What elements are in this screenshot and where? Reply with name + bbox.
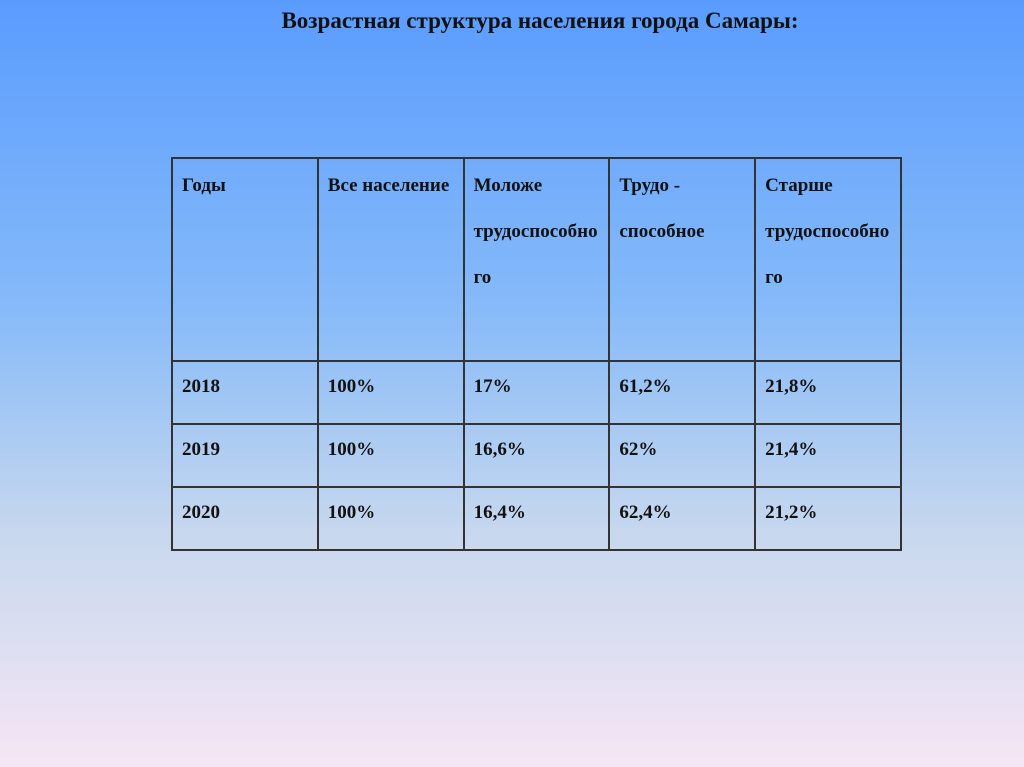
table-row: 2018 100% 17% 61,2% 21,8% [171,360,902,425]
table-cell: 16,6% [462,423,611,488]
table-cell: 17% [462,360,611,425]
table-cell: 100% [316,486,465,551]
table-cell: 100% [316,360,465,425]
table-cell: 21,4% [754,423,902,488]
column-header: Все население [316,157,465,362]
table-row: 2020 100% 16,4% 62,4% 21,2% [171,486,902,551]
table-cell: 21,8% [754,360,902,425]
column-header: Моложе трудоспособного [462,157,611,362]
column-header: Трудо - способное [608,157,757,362]
table-row: 2019 100% 16,6% 62% 21,4% [171,423,902,488]
table-cell: 61,2% [608,360,757,425]
column-header: Годы [171,157,319,362]
table-cell: 100% [316,423,465,488]
table-cell: 16,4% [462,486,611,551]
column-header: Старше трудоспособного [754,157,902,362]
table-cell: 62% [608,423,757,488]
table-cell: 2020 [171,486,319,551]
slide-title: Возрастная структура населения города Са… [281,8,799,33]
header-row: Годы Все население Моложе трудоспособного Т… [171,157,902,362]
table-cell: 2019 [171,423,319,488]
table-cell: 2018 [171,360,319,425]
table-cell: 62,4% [608,486,757,551]
table-cell: 21,2% [754,486,902,551]
data-table: Годы Все население Моложе трудоспособного Т… [171,157,902,551]
